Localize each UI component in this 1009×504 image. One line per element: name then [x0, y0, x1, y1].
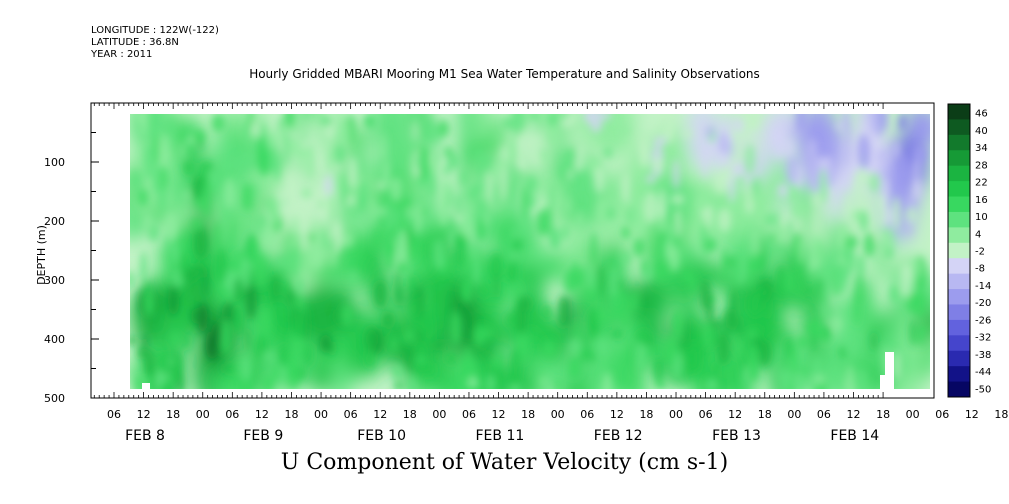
x-hour-label: 12 [728, 408, 742, 421]
colorbar-label: 16 [975, 195, 988, 206]
colorbar-label: -2 [975, 247, 985, 258]
x-day-label: FEB 14 [830, 428, 879, 444]
x-hour-label: 18 [994, 408, 1008, 421]
x-day-label: FEB 10 [357, 428, 406, 444]
colorbar-swatch [948, 350, 970, 367]
heatmap-field [130, 114, 930, 389]
chart-title: Hourly Gridded MBARI Mooring M1 Sea Wate… [249, 67, 760, 81]
colorbar-swatch [948, 304, 970, 321]
missing-data-gaps [142, 352, 894, 392]
x-hour-label: 18 [284, 408, 298, 421]
colorbar-swatch [948, 366, 970, 383]
colorbar-label: -32 [975, 333, 991, 344]
y-tick-label: 400 [44, 333, 65, 346]
x-hour-label: 06 [344, 408, 358, 421]
y-tick-label: 500 [44, 392, 65, 405]
colorbar-label: -8 [975, 264, 985, 275]
x-hour-label: 06 [107, 408, 121, 421]
x-hour-label: 12 [965, 408, 979, 421]
colorbar-label: 10 [975, 212, 988, 223]
x-hour-label: 12 [137, 408, 151, 421]
colorbar-label: 22 [975, 178, 988, 189]
x-hour-label: 06 [580, 408, 594, 421]
colorbar-label: -26 [975, 315, 991, 326]
colorbar-swatch [948, 227, 970, 244]
colorbar-swatch [948, 273, 970, 290]
x-day-label: FEB 9 [243, 428, 283, 444]
colorbar: 46 40 34 28 22 16 10 4 -2 -8 -14 -20 -26 -32 -38 -44 -50 [947, 103, 991, 398]
colorbar-swatch [948, 335, 970, 352]
x-hour-label: 00 [196, 408, 210, 421]
colorbar-swatch [948, 289, 970, 305]
colorbar-label: 34 [975, 143, 988, 154]
colorbar-label: -38 [975, 350, 991, 361]
colorbar-label: -20 [975, 298, 991, 309]
colorbar-label: 28 [975, 160, 988, 171]
y-axis-label: DEPTH (m) [35, 225, 48, 285]
x-hour-label: 06 [817, 408, 831, 421]
colorbar-label: 46 [975, 109, 988, 120]
x-hour-label: 00 [906, 408, 920, 421]
x-hour-label: 00 [669, 408, 683, 421]
x-day-label: FEB 12 [594, 428, 643, 444]
x-hour-label: 06 [699, 408, 713, 421]
colorbar-label: 40 [975, 126, 988, 137]
x-hour-label: 06 [935, 408, 949, 421]
x-hour-label: 18 [403, 408, 417, 421]
colorbar-swatch [948, 119, 970, 136]
x-hour-label: 18 [758, 408, 772, 421]
y-tick-label: 100 [44, 156, 65, 169]
colorbar-label: -44 [975, 367, 991, 378]
colorbar-label: -14 [975, 281, 991, 292]
x-hour-label: 12 [255, 408, 269, 421]
x-hour-label: 12 [373, 408, 387, 421]
x-axis-ticks: 06 12 18 00 06 12 18 00 06 12 18 00 06 12 18 00 06 12 18 00… [93, 103, 1008, 444]
colorbar-swatch [948, 242, 970, 259]
x-hour-label: 00 [551, 408, 565, 421]
colorbar-swatch [948, 150, 970, 167]
x-hour-label: 18 [521, 408, 535, 421]
x-hour-label: 12 [847, 408, 861, 421]
colorbar-swatch [948, 134, 970, 151]
x-day-label: FEB 11 [476, 428, 525, 444]
x-hour-label: 12 [610, 408, 624, 421]
x-hour-label: 06 [225, 408, 239, 421]
colorbar-swatch [948, 196, 970, 213]
x-hour-label: 06 [462, 408, 476, 421]
colorbar-swatch [948, 104, 970, 120]
colorbar-swatch [948, 181, 970, 198]
year-label: YEAR : 2011 [91, 49, 153, 60]
x-day-label: FEB 13 [712, 428, 761, 444]
colorbar-label: -50 [975, 384, 991, 395]
x-hour-label: 18 [876, 408, 890, 421]
colorbar-swatch [948, 381, 970, 398]
colorbar-swatch [948, 211, 970, 228]
colorbar-swatch [948, 258, 970, 275]
y-axis: 100 200 300 400 500 [44, 132, 99, 405]
x-hour-label: 18 [166, 408, 180, 421]
longitude-label: LONGITUDE : 122W(-122) [91, 25, 219, 36]
colorbar-label: 4 [975, 229, 981, 240]
x-hour-label: 00 [314, 408, 328, 421]
y-tick-label: 300 [44, 274, 65, 287]
y-tick-label: 200 [44, 215, 65, 228]
x-hour-label: 00 [432, 408, 446, 421]
colorbar-swatch [948, 319, 970, 336]
x-hour-label: 18 [639, 408, 653, 421]
chart-bottom-title: U Component of Water Velocity (cm s-1) [280, 450, 729, 475]
colorbar-swatch [948, 165, 970, 182]
latitude-label: LATITUDE : 36.8N [91, 37, 179, 48]
x-day-label: FEB 8 [125, 428, 165, 444]
x-hour-label: 12 [492, 408, 506, 421]
x-hour-label: 00 [787, 408, 801, 421]
